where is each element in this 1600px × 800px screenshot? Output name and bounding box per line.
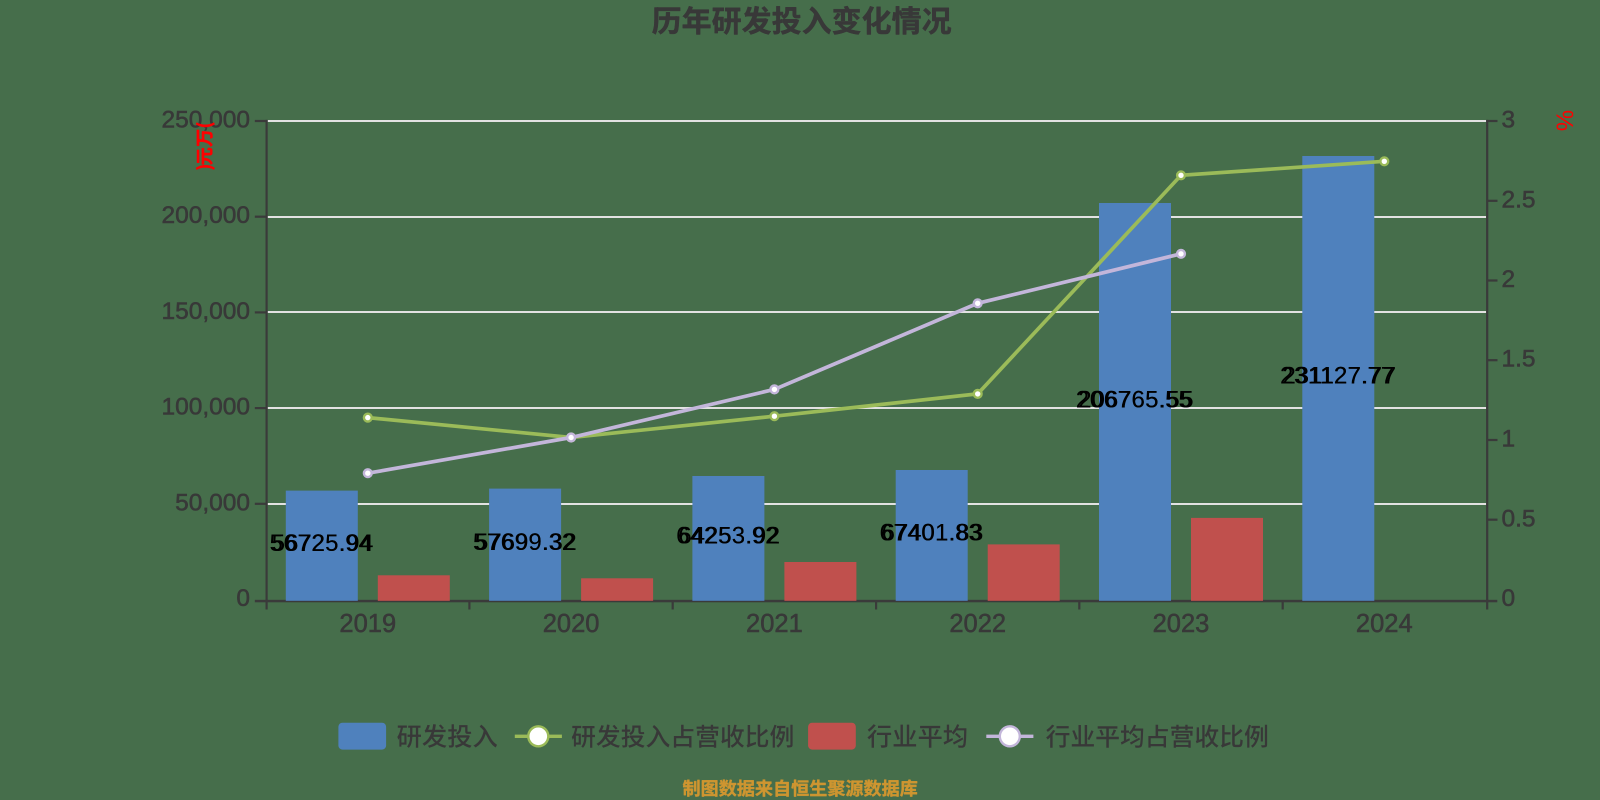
svg-text:150,000: 150,000 — [161, 298, 250, 325]
svg-text:2023: 2023 — [1153, 610, 1210, 638]
svg-text:2.5: 2.5 — [1502, 186, 1536, 213]
svg-text:64253.92: 64253.92 — [676, 523, 781, 550]
svg-text:0.5: 0.5 — [1502, 505, 1536, 532]
svg-text:%: % — [1551, 110, 1578, 131]
svg-text:2021: 2021 — [746, 610, 803, 638]
svg-text:250,000: 250,000 — [161, 107, 250, 134]
svg-text:231127.77: 231127.77 — [1280, 363, 1397, 390]
svg-text:2022: 2022 — [949, 610, 1006, 638]
svg-text:67401.83: 67401.83 — [882, 520, 982, 547]
svg-text:200,000: 200,000 — [161, 202, 250, 229]
svg-text:231127.77: 231127.77 — [1282, 363, 1394, 390]
svg-text:206765.55: 206765.55 — [1076, 386, 1194, 413]
svg-text:100,000: 100,000 — [161, 394, 250, 421]
svg-text:56725.94: 56725.94 — [272, 530, 372, 557]
svg-text:206765.55: 206765.55 — [1078, 386, 1191, 413]
svg-text:50,000: 50,000 — [175, 489, 250, 516]
svg-text:2024: 2024 — [1356, 610, 1413, 638]
svg-text:64253.92: 64253.92 — [678, 523, 778, 550]
svg-text:1.5: 1.5 — [1502, 346, 1536, 373]
svg-text:1: 1 — [1502, 426, 1516, 453]
svg-text:56725.94: 56725.94 — [270, 530, 375, 557]
svg-text:3: 3 — [1502, 107, 1516, 134]
svg-text:57699.32: 57699.32 — [473, 529, 578, 556]
svg-text:57699.32: 57699.32 — [475, 529, 575, 556]
svg-text:0: 0 — [236, 585, 250, 612]
svg-text:2019: 2019 — [339, 610, 396, 638]
svg-text:0: 0 — [1502, 585, 1516, 612]
svg-text:2020: 2020 — [543, 610, 600, 638]
svg-text:2: 2 — [1502, 266, 1516, 293]
svg-text:67401.83: 67401.83 — [879, 520, 984, 547]
